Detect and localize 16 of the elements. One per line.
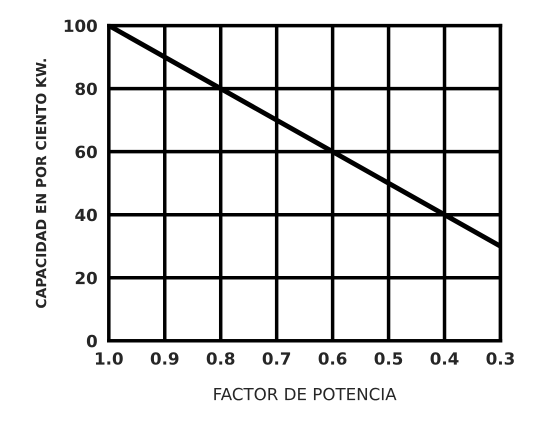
x-tick-label: 1.0 xyxy=(96,352,123,365)
y-tick-label: 80 xyxy=(76,82,97,96)
y-tick-label: 60 xyxy=(76,146,97,158)
x-tick-label: 0.7 xyxy=(262,352,290,365)
y-tick-label: 100 xyxy=(64,20,97,32)
y-tick-label: 40 xyxy=(75,208,97,222)
y-axis-title: CAPACIDAD EN POR CIENTO KW. xyxy=(36,59,46,308)
x-tick-label: 0.8 xyxy=(206,352,234,365)
x-tick-label: 0.5 xyxy=(374,352,402,365)
x-tick-label: 0.9 xyxy=(150,352,178,365)
x-axis-title: FACTOR DE POTENCIA xyxy=(214,388,396,400)
x-tick-label: 0.3 xyxy=(486,352,514,365)
x-tick-label: 0.6 xyxy=(318,352,346,365)
y-tick-label: 20 xyxy=(76,272,97,284)
x-tick-label: 0.4 xyxy=(430,352,459,365)
y-tick-label: 0 xyxy=(86,334,97,348)
